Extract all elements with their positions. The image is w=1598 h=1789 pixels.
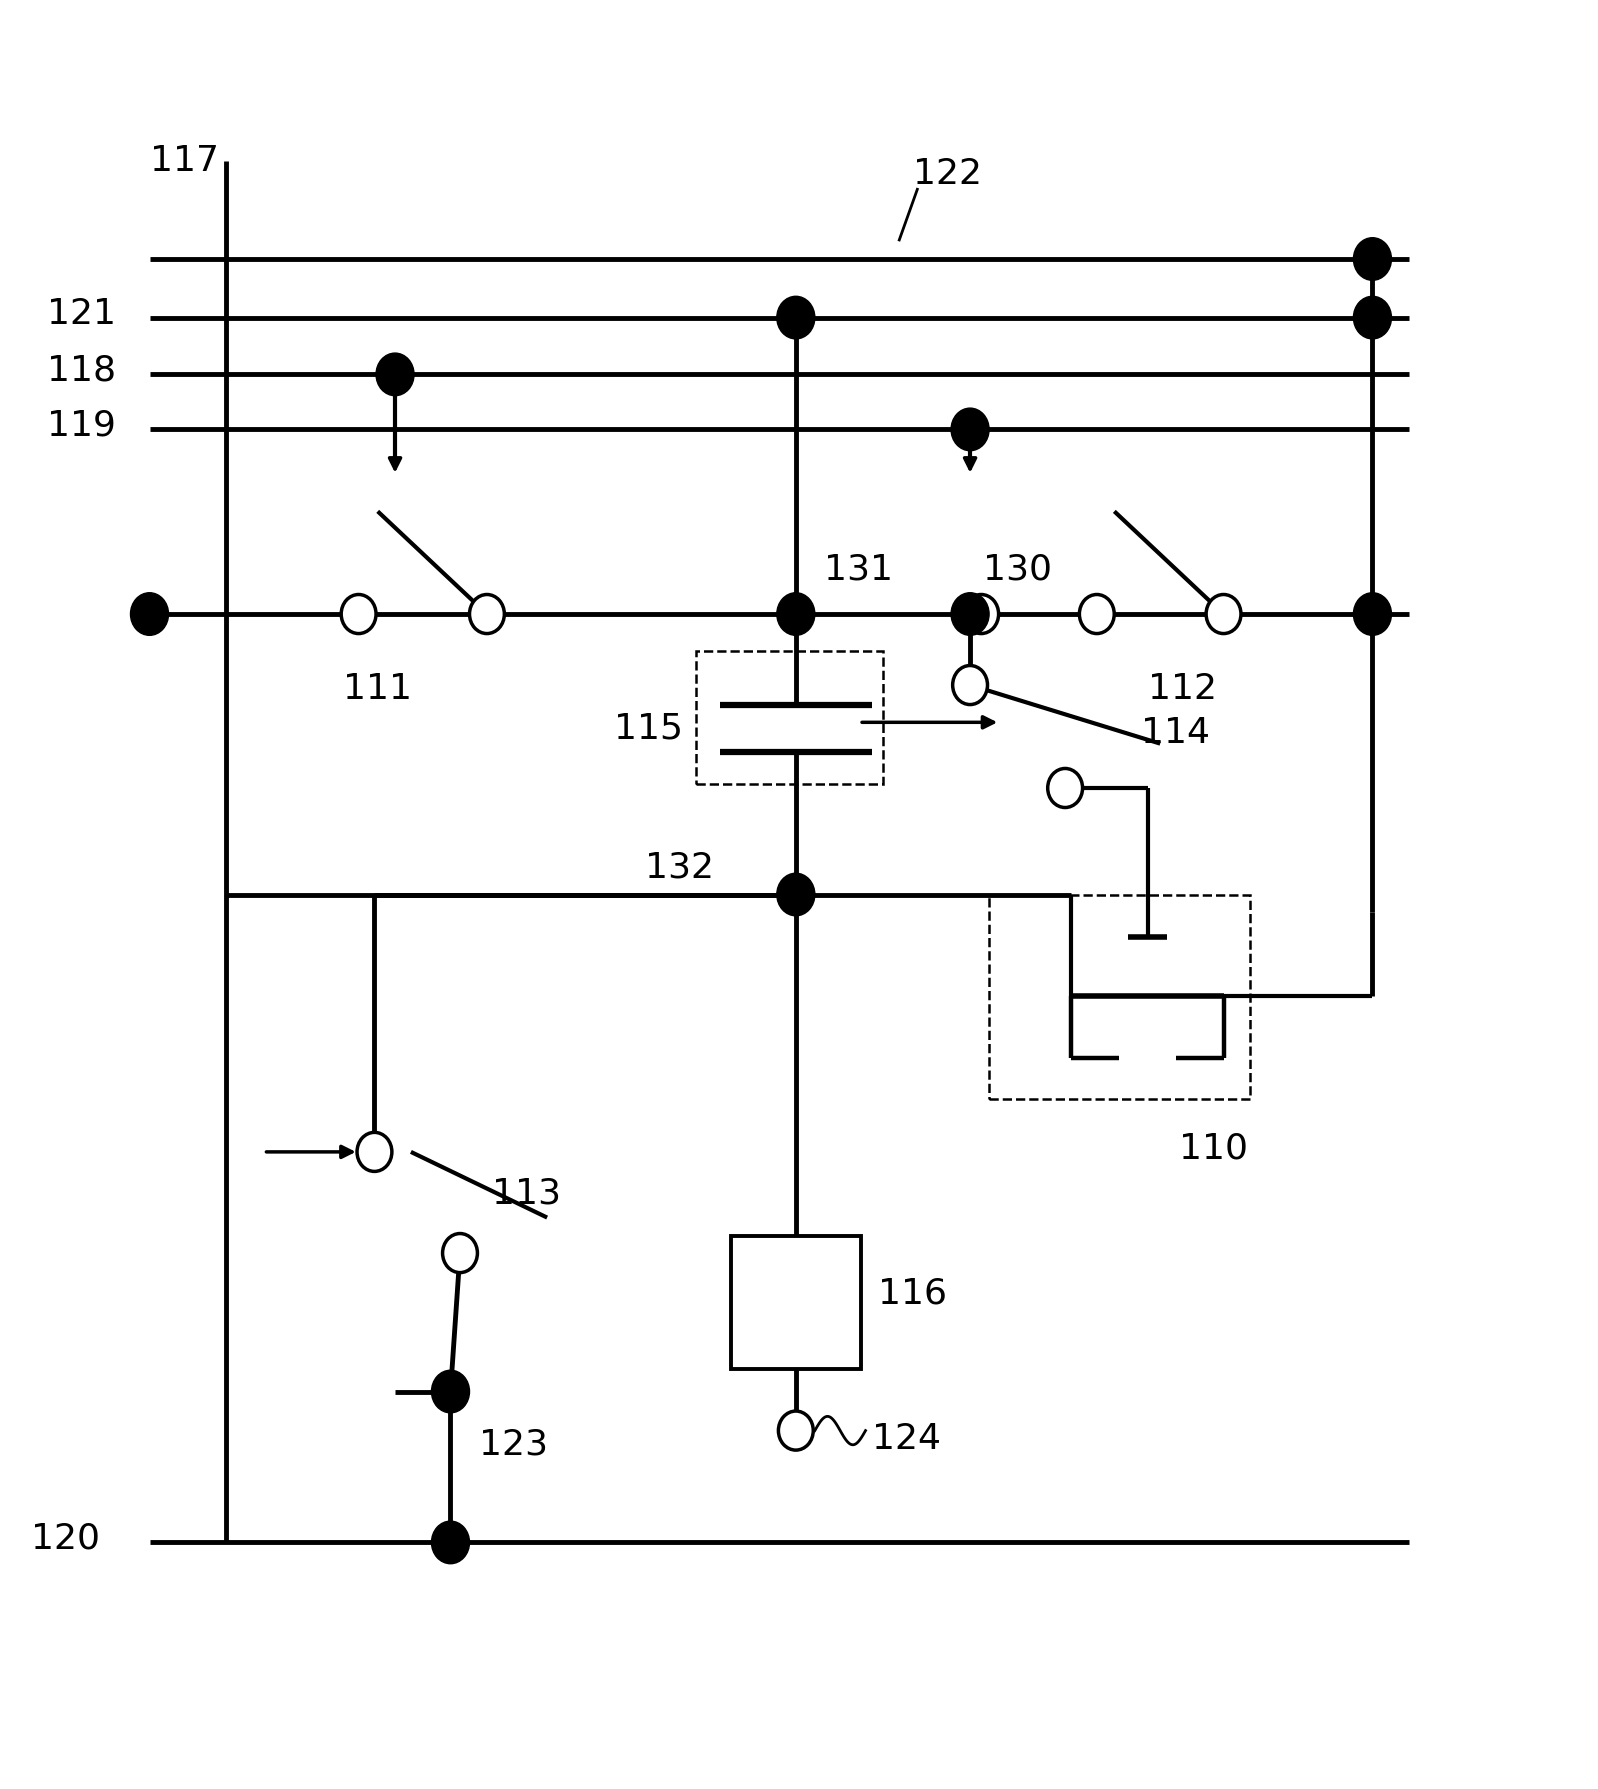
Text: 110: 110 [1179, 1131, 1248, 1165]
Text: 119: 119 [46, 410, 115, 444]
Text: 124: 124 [873, 1422, 941, 1456]
Text: 118: 118 [46, 354, 115, 388]
Circle shape [1206, 594, 1242, 633]
Text: 117: 117 [150, 145, 219, 179]
Text: 132: 132 [646, 852, 714, 886]
Text: 130: 130 [983, 553, 1051, 587]
Text: 111: 111 [344, 671, 412, 705]
Circle shape [470, 594, 505, 633]
Circle shape [1354, 592, 1392, 635]
Text: 131: 131 [825, 553, 893, 587]
Text: 114: 114 [1141, 716, 1210, 750]
Circle shape [777, 873, 815, 916]
Circle shape [777, 297, 815, 338]
Circle shape [952, 666, 988, 705]
Circle shape [342, 594, 376, 633]
Circle shape [443, 1234, 478, 1272]
Circle shape [951, 592, 989, 635]
Text: 113: 113 [492, 1177, 561, 1211]
Circle shape [356, 1132, 392, 1172]
Circle shape [964, 594, 999, 633]
Bar [730, 1236, 861, 1369]
Circle shape [777, 592, 815, 635]
Circle shape [131, 592, 168, 635]
Text: 123: 123 [479, 1428, 548, 1462]
Text: 122: 122 [912, 157, 983, 191]
Circle shape [1354, 297, 1392, 338]
Text: 120: 120 [30, 1522, 99, 1556]
Circle shape [951, 408, 989, 451]
Circle shape [376, 352, 414, 395]
Text: 115: 115 [614, 712, 682, 746]
Circle shape [1354, 238, 1392, 281]
Text: 121: 121 [46, 297, 115, 331]
Circle shape [431, 1370, 470, 1413]
Bar [989, 894, 1251, 1098]
Text: 112: 112 [1147, 671, 1216, 705]
Bar [697, 651, 884, 784]
Text: 116: 116 [879, 1277, 948, 1311]
Circle shape [778, 1412, 813, 1451]
Circle shape [1048, 769, 1082, 807]
Circle shape [431, 1521, 470, 1564]
Circle shape [1079, 594, 1114, 633]
